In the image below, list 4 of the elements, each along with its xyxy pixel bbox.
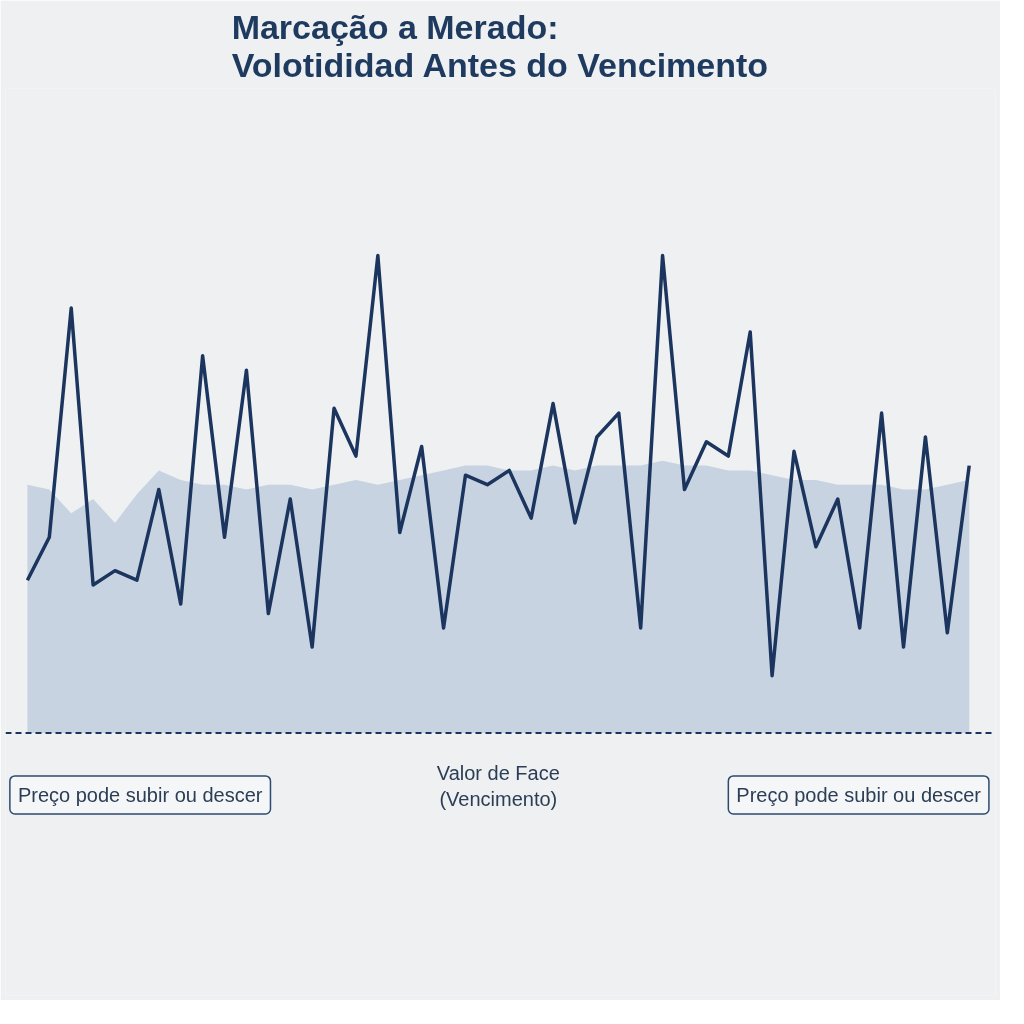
chart-title: Marcação a Merado: Volotididad Antes do Vencimento [231, 7, 769, 84]
text: Preço pode subir ou descer [17, 783, 263, 806]
ref-line-label: Valor de Face (Vencimento) [436, 761, 560, 810]
text: Preço pode subir ou descer [736, 783, 982, 806]
